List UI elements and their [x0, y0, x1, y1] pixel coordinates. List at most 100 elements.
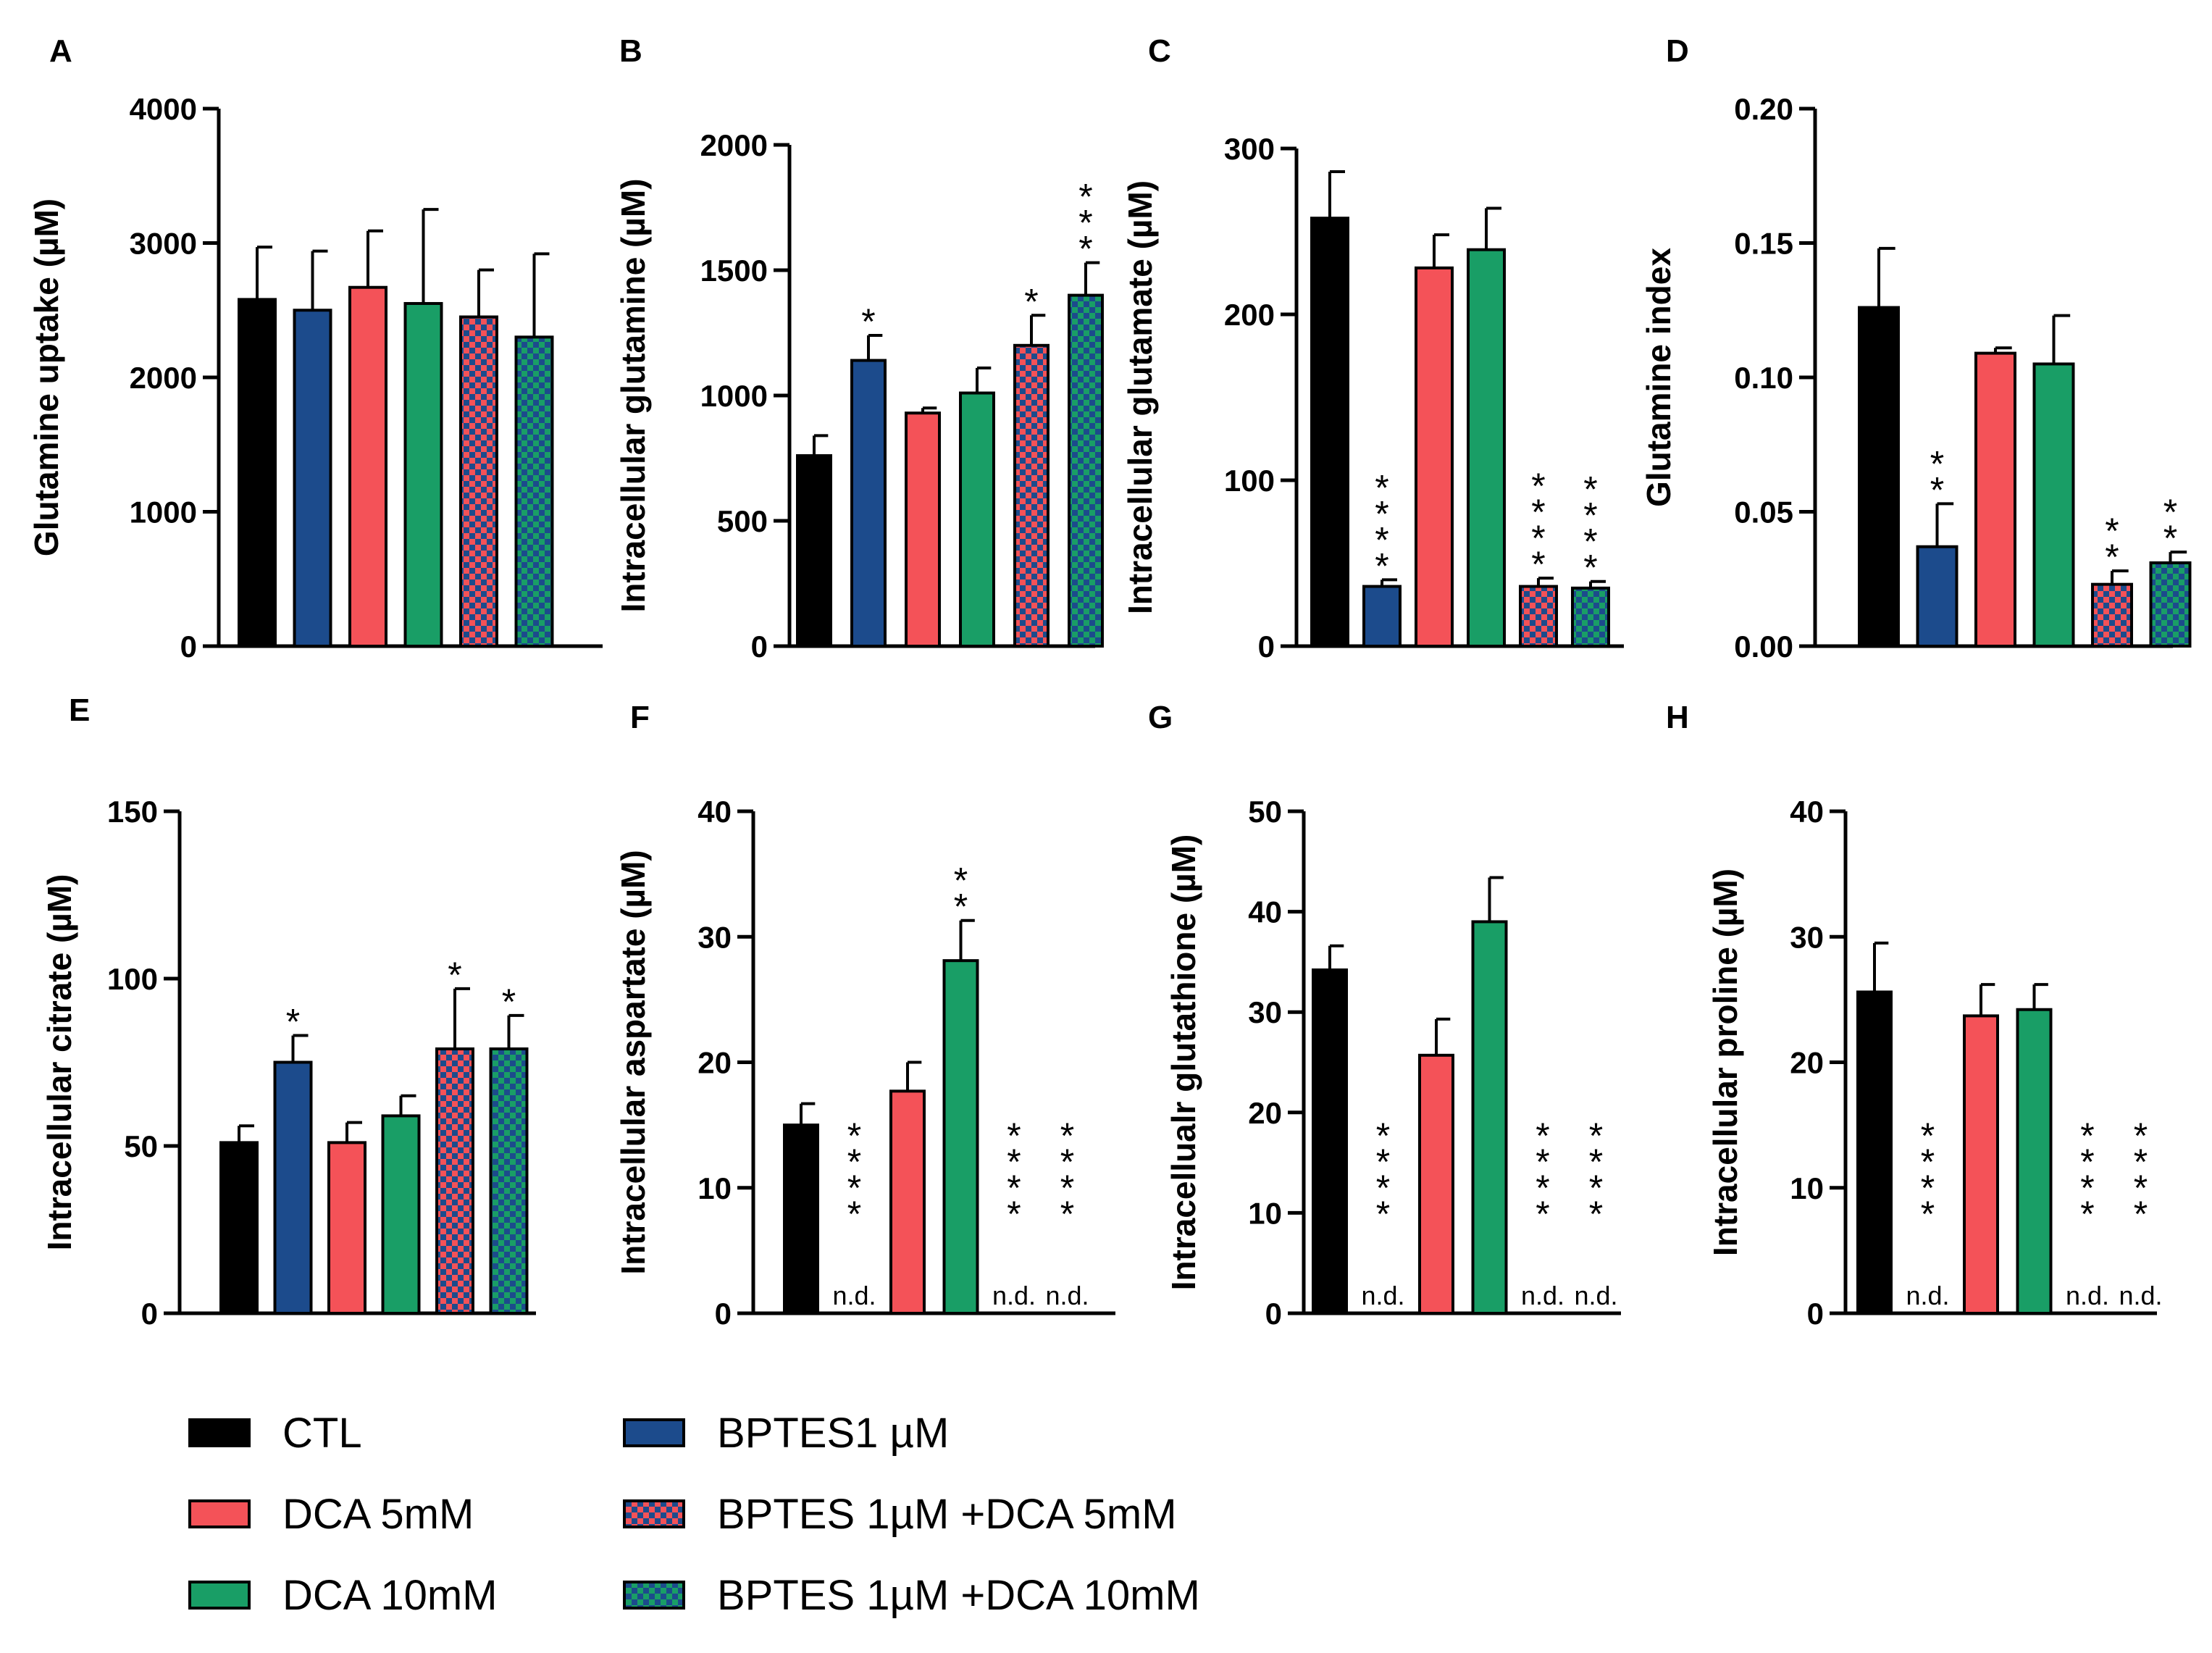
- significance-star: *: [1531, 544, 1545, 585]
- bar: [2091, 582, 2133, 648]
- bar: [783, 1123, 819, 1315]
- significance-star: *: [1007, 1168, 1021, 1208]
- y-tick-label: 50: [124, 1129, 158, 1163]
- y-tick-label: 10: [1790, 1171, 1824, 1205]
- bar: [1519, 585, 1558, 648]
- significance-star: *: [2163, 492, 2177, 532]
- bar: [381, 1114, 421, 1315]
- y-tick-label: 0.00: [1734, 629, 1793, 664]
- legend-label-bptes: BPTES1 µM: [717, 1410, 949, 1457]
- significance-star: *: [1921, 1142, 1935, 1182]
- panel-letter: G: [1148, 700, 1173, 735]
- nd-label: n.d.: [1361, 1281, 1404, 1310]
- bar: [2032, 362, 2075, 648]
- y-tick-label: 40: [697, 795, 732, 829]
- significance-star: *: [2134, 1168, 2148, 1208]
- y-tick-label: 30: [1790, 920, 1824, 954]
- significance-star: *: [1583, 495, 1597, 536]
- significance-star: *: [954, 861, 968, 901]
- legend-item-ctl: CTL: [188, 1410, 362, 1457]
- significance-star: *: [1007, 1142, 1021, 1182]
- panel-letter: C: [1148, 33, 1171, 69]
- y-tick-label: 0: [1807, 1297, 1824, 1331]
- y-tick-label: 20: [697, 1046, 732, 1080]
- legend-swatch-dca10: [188, 1581, 251, 1610]
- significance-star: *: [1375, 493, 1388, 534]
- bar: [850, 359, 887, 648]
- bar: [796, 454, 832, 648]
- significance-star: *: [1375, 545, 1388, 586]
- nd-label: n.d.: [832, 1281, 876, 1310]
- significance-star: *: [2105, 537, 2119, 577]
- nd-label: n.d.: [1045, 1281, 1089, 1310]
- bar: [489, 1047, 529, 1315]
- bar: [1415, 266, 1454, 648]
- legend-item-bptes: BPTES1 µM: [623, 1410, 949, 1457]
- legend-swatch-bptes-dca5: [623, 1499, 685, 1528]
- bar: [403, 301, 443, 648]
- bar: [959, 391, 995, 648]
- bar: [2016, 1008, 2053, 1315]
- panel-letter: A: [49, 33, 72, 69]
- significance-star: *: [502, 982, 516, 1022]
- bar: [1974, 351, 2016, 648]
- y-tick-label: 0: [751, 629, 768, 664]
- bar: [238, 298, 277, 648]
- significance-star: *: [1376, 1116, 1390, 1156]
- significance-star: *: [847, 1168, 861, 1208]
- nd-label: n.d.: [2066, 1281, 2109, 1310]
- y-tick-label: 1000: [700, 379, 768, 413]
- y-tick-label: 1500: [700, 254, 768, 288]
- bar: [889, 1089, 926, 1315]
- significance-star: *: [1589, 1168, 1603, 1208]
- y-tick-label: 0: [141, 1297, 158, 1331]
- bar: [905, 411, 941, 648]
- bar: [2149, 561, 2192, 648]
- y-tick-label: 20: [1248, 1096, 1282, 1130]
- legend-item-bptes-dca5: BPTES 1µM +DCA 5mM: [623, 1491, 1177, 1538]
- y-axis-title: Glutamine index: [1640, 248, 1677, 507]
- significance-star: *: [1078, 203, 1092, 243]
- significance-star: *: [1531, 492, 1545, 532]
- y-axis-title: Intracellular citrate (µM): [41, 874, 78, 1251]
- panel-h: H 0 10 20 30 40 Intracellular proline (µM) n.d.…: [1666, 700, 2163, 1331]
- y-axis-title: Glutamine uptake (µM): [28, 198, 65, 556]
- nd-label: n.d.: [992, 1281, 1036, 1310]
- bar: [1467, 248, 1506, 648]
- y-tick-label: 0.05: [1734, 495, 1793, 530]
- significance-star: *: [861, 301, 875, 342]
- y-axis-title: Intracellualr glutathione (µM): [1165, 834, 1202, 1291]
- y-tick-label: 50: [1248, 795, 1282, 829]
- panel-letter: H: [1666, 700, 1689, 735]
- significance-star: *: [2080, 1142, 2094, 1182]
- significance-star: *: [2163, 518, 2177, 558]
- panel-c: C 0 100 200 300 Intracellular glutamate (µM) *…: [1121, 33, 1624, 664]
- legend-label-bptes-dca5: BPTES 1µM +DCA 5mM: [717, 1491, 1177, 1538]
- y-tick-label: 0: [1258, 629, 1275, 664]
- bar: [327, 1141, 366, 1315]
- legend-item-dca5: DCA 5mM: [188, 1491, 474, 1538]
- y-tick-label: 2000: [130, 361, 197, 395]
- y-tick-label: 2000: [700, 128, 768, 162]
- y-tick-label: 20: [1790, 1046, 1824, 1080]
- significance-star: *: [286, 1002, 300, 1042]
- y-tick-label: 0: [1265, 1297, 1282, 1331]
- significance-star: *: [2134, 1116, 2148, 1156]
- nd-label: n.d.: [1521, 1281, 1564, 1310]
- significance-star: *: [448, 955, 461, 995]
- nd-label: n.d.: [2119, 1281, 2162, 1310]
- legend-swatch-bptes-dca10: [623, 1581, 685, 1610]
- panel-b: B 0 500 1000 1500 2000 Intracellular glutamine…: [614, 33, 1104, 664]
- significance-star: *: [1024, 281, 1038, 322]
- significance-star: *: [1583, 469, 1597, 510]
- significance-star: *: [1921, 1194, 1935, 1234]
- significance-star: *: [1060, 1168, 1074, 1208]
- y-tick-label: 10: [697, 1171, 732, 1205]
- y-tick-label: 4000: [130, 92, 197, 126]
- bar: [1471, 920, 1508, 1315]
- panel-a: A 0 1000 2000 3000 4000 Glutamine uptake (µM): [28, 33, 603, 664]
- y-axis-title: Intracellular proline (µM): [1706, 869, 1744, 1256]
- significance-star: *: [954, 887, 968, 927]
